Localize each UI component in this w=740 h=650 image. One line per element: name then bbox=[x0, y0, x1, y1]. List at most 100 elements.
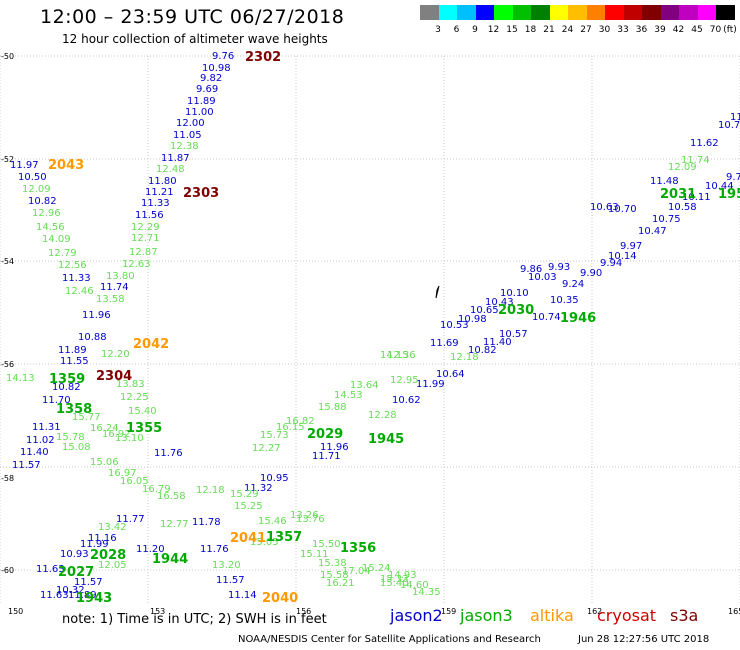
wave-height-value: 12.63 bbox=[122, 259, 151, 270]
footer-note: note: 1) Time is in UTC; 2) SWH is in fe… bbox=[62, 612, 327, 627]
pass-time-label: 1356 bbox=[340, 541, 376, 556]
colorbar-label: 9 bbox=[472, 25, 478, 35]
colorbar-swatch bbox=[494, 5, 513, 20]
wave-height-value: 15.38 bbox=[318, 558, 347, 569]
pass-time-label: 2303 bbox=[183, 186, 219, 201]
legend-cryosat: cryosat bbox=[597, 606, 657, 625]
wave-height-value: 10.44 bbox=[705, 181, 734, 192]
wave-height-value: 12.36 bbox=[387, 350, 416, 361]
wave-height-value: 16.79 bbox=[142, 484, 171, 495]
colorbar-label: 45 bbox=[691, 25, 703, 35]
wave-height-value: 14.35 bbox=[412, 587, 441, 598]
wave-height-value: 11.56 bbox=[135, 210, 164, 221]
latitude-label: -50 bbox=[1, 52, 14, 61]
colorbar-swatch bbox=[679, 5, 698, 20]
wave-height-value: 15.77 bbox=[72, 412, 101, 423]
colorbar-label: (ft) bbox=[723, 25, 737, 35]
wave-height-observations: 9.7610.989.829.6911.8911.0012.0011.0512.… bbox=[0, 0, 740, 601]
colorbar-label: 33 bbox=[617, 25, 629, 35]
wave-height-value: 13.26 bbox=[290, 510, 319, 521]
wave-height-value: 11.33 bbox=[62, 273, 91, 284]
pass-time-label: 1958 bbox=[718, 187, 740, 202]
wave-height-value: 10.32 bbox=[56, 585, 85, 596]
wave-height-value: 11.38 bbox=[730, 112, 740, 123]
wave-height-value: 15.58 bbox=[320, 570, 349, 581]
wave-height-value: 11.40 bbox=[20, 447, 49, 458]
wave-height-value: 9.76 bbox=[212, 51, 234, 62]
map-subtitle: 12 hour collection of altimeter wave hei… bbox=[62, 32, 328, 46]
pass-time-label: 1359 bbox=[49, 372, 85, 387]
wave-height-value: 10.95 bbox=[260, 473, 289, 484]
wave-height-value: 15.25 bbox=[234, 501, 263, 512]
pass-time-label: 2029 bbox=[307, 427, 343, 442]
wave-height-value: 12.25 bbox=[120, 392, 149, 403]
pass-time-label: 2302 bbox=[245, 50, 281, 65]
colorbar-label: 30 bbox=[598, 25, 611, 35]
wave-height-value: 12.96 bbox=[32, 208, 61, 219]
wave-height-value: 10.53 bbox=[440, 320, 469, 331]
colorbar-swatch bbox=[438, 5, 458, 20]
wave-height-value: 11.63 bbox=[36, 564, 65, 575]
wave-height-value: 14.60 bbox=[400, 580, 429, 591]
wave-height-value: 10.82 bbox=[468, 345, 497, 356]
wave-height-value: 12.09 bbox=[668, 162, 697, 173]
wave-height-value: 9.86 bbox=[520, 264, 542, 275]
wave-height-value: 10.70 bbox=[608, 204, 637, 215]
colorbar-label: 42 bbox=[672, 25, 685, 35]
pass-time-label: 2031 bbox=[660, 187, 696, 202]
longitude-label: 156 bbox=[296, 607, 311, 616]
wave-height-value: 11.89 bbox=[68, 590, 97, 601]
wave-height-value: 15.29 bbox=[230, 489, 259, 500]
wave-height-value: 11.76 bbox=[154, 448, 183, 459]
colorbar-label: 24 bbox=[561, 25, 574, 35]
longitude-label: 150 bbox=[8, 607, 23, 616]
wave-height-value: 15.11 bbox=[300, 549, 329, 560]
wave-height-value: 10.98 bbox=[458, 314, 487, 325]
wave-height-value: 10.88 bbox=[78, 332, 107, 343]
colorbar-swatch bbox=[623, 5, 643, 20]
pass-time-label: 2041 bbox=[230, 531, 266, 546]
wave-height-value: 10.11 bbox=[682, 192, 711, 203]
legend-jason3: jason3 bbox=[460, 606, 513, 625]
pass-time-label: 2030 bbox=[498, 303, 534, 318]
legend-jason2: jason2 bbox=[390, 606, 443, 625]
wave-height-value: 11.89 bbox=[187, 96, 216, 107]
wave-height-value: 11.62 bbox=[690, 138, 719, 149]
satellite-pass-labels: 2302 2303 2304 2043 2042 2041 2040 2031 2030 2029… bbox=[48, 50, 740, 606]
colorbar-swatch bbox=[475, 5, 495, 20]
wave-height-value: 11.96 bbox=[320, 442, 349, 453]
longitude-label: 153 bbox=[150, 607, 165, 616]
wave-height-value: 11.57 bbox=[74, 577, 103, 588]
wave-height-value: 12.77 bbox=[160, 519, 189, 530]
wave-height-value: 12.79 bbox=[48, 248, 77, 259]
wave-height-value: 15.40 bbox=[128, 406, 157, 417]
pass-time-label: 1946 bbox=[560, 311, 596, 326]
wave-height-value: 9.90 bbox=[580, 268, 602, 279]
map-gridlines bbox=[0, 55, 740, 605]
wave-height-value: 14.56 bbox=[36, 222, 65, 233]
wave-height-value: 15.33 bbox=[380, 574, 409, 585]
wave-height-value: 10.57 bbox=[499, 329, 528, 340]
wave-height-value: 15.73 bbox=[260, 430, 289, 441]
wave-height-value: 10.47 bbox=[638, 226, 667, 237]
pass-time-label: 2028 bbox=[90, 548, 126, 563]
wave-height-value: 11.02 bbox=[26, 435, 55, 446]
wave-height-value: 12.29 bbox=[131, 222, 160, 233]
wave-height-value: 10.14 bbox=[608, 251, 637, 262]
colorbar-label: 12 bbox=[487, 25, 500, 35]
longitude-label: 159 bbox=[441, 607, 456, 616]
wave-height-value: 9.69 bbox=[196, 84, 218, 95]
wave-height-value: 16.24 bbox=[90, 423, 119, 434]
map-tick-labels: 150 153 156 159 162 165 -50 -52 -54 -56 -58 -60 bbox=[1, 52, 740, 616]
pass-time-label: 2042 bbox=[133, 337, 169, 352]
wave-height-value: 12.18 bbox=[196, 485, 225, 496]
wave-height-value: 9.94 bbox=[600, 258, 622, 269]
wave-height-value: 17.04 bbox=[342, 566, 371, 577]
pass-time-label: 2043 bbox=[48, 158, 84, 173]
wave-height-value: 12.20 bbox=[101, 349, 130, 360]
pass-time-label: 2027 bbox=[58, 565, 94, 580]
wave-height-value: 11.87 bbox=[161, 153, 190, 164]
wave-height-value: 16.58 bbox=[157, 491, 186, 502]
colorbar-label: 6 bbox=[453, 25, 460, 35]
